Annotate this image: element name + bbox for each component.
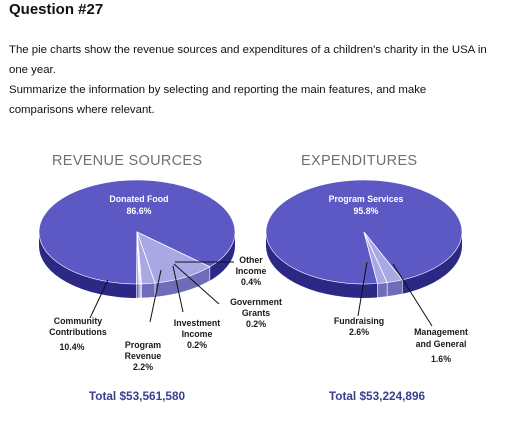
leader-line-government-grants [173, 263, 220, 305]
leader-lines [89, 261, 433, 327]
value-investment-income: 0.2% [187, 340, 207, 350]
leader-line-investment-income [172, 265, 184, 313]
label-program-services: Program Services [329, 194, 404, 204]
label-management-2: and General [416, 339, 467, 349]
label-investment-income-1: Investment [174, 318, 221, 328]
label-program-revenue-2: Revenue [125, 351, 162, 361]
label-government-grants-1: Government [230, 297, 282, 307]
label-donated-food: Donated Food [109, 194, 168, 204]
label-management-1: Management [414, 327, 468, 337]
revenue-heading: REVENUE SOURCES [52, 153, 202, 169]
label-fundraising: Fundraising [334, 316, 384, 326]
prompt-line: one year. [9, 64, 56, 76]
label-other-income-2: Income [236, 266, 267, 276]
value-community: 10.4% [60, 342, 85, 352]
label-other-income-1: Other [239, 255, 263, 265]
expenditures-heading: EXPENDITURES [301, 153, 417, 169]
label-investment-income-2: Income [182, 329, 213, 339]
pie-side-wall [266, 232, 462, 298]
revenue-pie [38, 179, 236, 299]
prompt-line: comparisons where relevant. [9, 104, 155, 116]
prompt-line: The pie charts show the revenue sources … [9, 44, 487, 56]
pie-slice-donated-food [38, 179, 236, 285]
pie-wall-program-revenue [141, 282, 156, 299]
question-prompt: The pie charts show the revenue sources … [9, 40, 509, 120]
value-program-services: 95.8% [354, 206, 379, 216]
pie-wall-management-and-general [377, 282, 388, 298]
value-fundraising: 2.6% [349, 327, 369, 337]
value-other-income: 0.4% [241, 277, 261, 287]
label-community-1: Community [54, 316, 102, 326]
leader-line-fundraising [357, 261, 368, 317]
label-program-revenue-1: Program [125, 340, 161, 350]
leader-line-management [392, 263, 433, 327]
value-government-grants: 0.2% [246, 319, 266, 329]
pie-wall-other-income [136, 283, 140, 299]
prompt-line: Summarize the information by selecting a… [9, 84, 427, 96]
label-government-grants-2: Grants [242, 308, 270, 318]
expenditures-total: Total $53,224,896 [329, 389, 426, 403]
label-community-2: Contributions [49, 327, 107, 337]
pie-wall-fundraising [386, 279, 403, 297]
value-donated-food: 86.6% [127, 206, 152, 216]
value-program-revenue: 2.2% [133, 362, 153, 372]
leader-line-program-revenue [149, 269, 162, 323]
value-management: 1.6% [431, 354, 451, 364]
question-title: Question #27 [9, 1, 104, 18]
revenue-total: Total $53,561,580 [89, 389, 186, 403]
leader-line-community [89, 279, 109, 319]
expenditures-pie [265, 179, 463, 298]
